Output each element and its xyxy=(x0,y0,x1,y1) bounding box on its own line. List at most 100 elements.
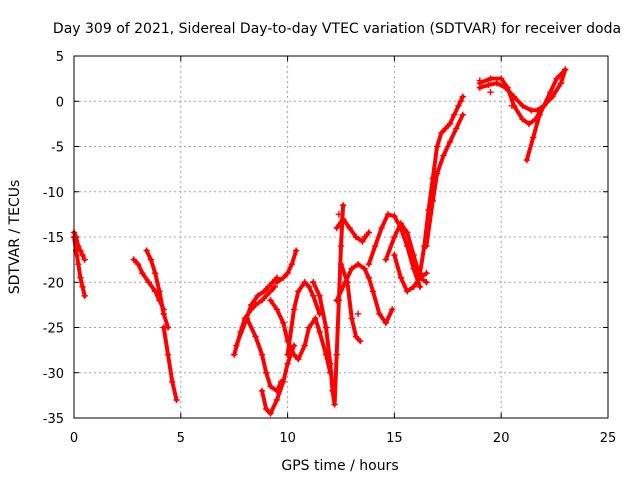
data-point-marker xyxy=(440,152,447,159)
data-point-marker xyxy=(333,224,340,232)
data-point-marker xyxy=(354,310,362,318)
data-point-marker xyxy=(271,283,278,290)
data-point-marker xyxy=(416,270,424,277)
data-point-marker xyxy=(77,247,84,254)
data-point-marker xyxy=(284,360,291,367)
data-point-marker xyxy=(519,102,526,109)
series-s14 xyxy=(333,215,372,245)
data-point-marker xyxy=(378,224,385,232)
data-point-marker xyxy=(455,102,462,109)
y-tick-label: 0 xyxy=(56,95,64,110)
data-point-marker xyxy=(139,270,146,277)
data-point-marker xyxy=(75,260,82,268)
data-point-marker xyxy=(365,260,372,268)
x-tick-label: 0 xyxy=(70,431,78,446)
data-point-marker xyxy=(273,396,281,404)
data-point-marker xyxy=(329,387,336,395)
data-point-marker xyxy=(485,81,492,89)
data-point-marker xyxy=(169,378,176,385)
data-point-marker xyxy=(290,306,298,313)
data-point-marker xyxy=(316,328,323,336)
data-point-marker xyxy=(301,279,308,286)
series-s21 xyxy=(423,111,466,250)
data-point-marker xyxy=(81,256,88,263)
data-point-marker xyxy=(562,66,569,73)
data-point-marker xyxy=(312,315,319,322)
data-point-marker xyxy=(333,351,340,358)
data-point-marker xyxy=(305,324,313,331)
data-point-marker xyxy=(339,215,347,223)
data-point-marker xyxy=(459,111,466,119)
data-point-marker xyxy=(391,212,398,220)
data-point-marker xyxy=(273,279,281,286)
data-point-marker xyxy=(498,75,505,82)
data-point-marker xyxy=(337,260,345,268)
data-point-marker xyxy=(365,229,372,236)
data-point-marker xyxy=(81,292,88,300)
data-point-marker xyxy=(173,396,180,404)
data-point-marker xyxy=(254,292,261,300)
data-point-marker xyxy=(75,242,82,250)
y-tick-label: -5 xyxy=(51,141,64,156)
data-point-marker xyxy=(547,89,554,96)
x-tick-label: 25 xyxy=(600,431,617,446)
data-point-marker xyxy=(369,288,377,295)
x-tick-labels: 0 5 10 15 20 25 xyxy=(70,431,616,446)
data-point-marker xyxy=(423,270,430,277)
data-point-marker xyxy=(352,233,360,241)
data-point-marker xyxy=(504,84,511,91)
data-point-marker xyxy=(280,274,287,281)
data-point-marker xyxy=(487,89,494,96)
data-point-marker xyxy=(267,288,274,295)
data-point-marker xyxy=(410,251,417,259)
data-point-marker xyxy=(523,156,531,164)
data-point-marker xyxy=(446,120,454,128)
y-tick-labels: 5 0 -5 -10 -15 -20 -25 -30 -35 xyxy=(43,50,64,427)
series-s6 xyxy=(231,283,278,358)
data-point-marker xyxy=(536,111,543,119)
data-point-marker xyxy=(145,279,152,286)
data-point-marker xyxy=(310,279,317,286)
data-point-marker xyxy=(348,265,355,272)
data-point-marker xyxy=(295,355,302,363)
y-tick-label: -35 xyxy=(43,412,64,427)
data-point-marker xyxy=(416,283,424,290)
series-trace xyxy=(161,325,179,402)
data-point-marker xyxy=(391,233,398,241)
data-point-marker xyxy=(316,292,323,300)
series-s17 xyxy=(365,211,424,290)
data-point-marker xyxy=(423,242,430,250)
data-point-marker xyxy=(156,288,163,295)
series-s24 xyxy=(523,66,569,164)
data-point-marker xyxy=(357,337,364,345)
series-s9 xyxy=(258,342,298,417)
series-s8 xyxy=(243,315,285,395)
data-point-marker xyxy=(335,211,343,218)
data-point-marker xyxy=(284,351,291,358)
data-point-marker xyxy=(371,242,379,250)
chart-title: Day 309 of 2021, Sidereal Day-to-day VTE… xyxy=(53,21,621,37)
data-point-marker xyxy=(446,138,454,146)
data-point-marker xyxy=(263,405,270,413)
series-trace xyxy=(334,216,371,244)
data-point-marker xyxy=(260,288,268,295)
data-point-marker xyxy=(342,279,349,286)
data-point-marker xyxy=(292,247,300,254)
data-point-marker xyxy=(376,310,383,318)
series-trace xyxy=(144,248,170,330)
data-point-marker xyxy=(508,102,516,109)
data-point-marker xyxy=(310,292,317,300)
data-point-marker xyxy=(331,401,338,408)
data-point-marker xyxy=(365,274,372,281)
data-point-marker xyxy=(348,315,355,322)
data-point-marker xyxy=(429,197,437,204)
data-point-marker xyxy=(451,111,458,119)
data-point-marker xyxy=(361,233,368,241)
data-point-marker xyxy=(442,125,449,132)
x-tick-label: 10 xyxy=(279,431,296,446)
data-point-marker xyxy=(453,125,460,132)
data-point-marker xyxy=(397,274,405,281)
data-point-marker xyxy=(301,342,308,349)
y-tick-label: 5 xyxy=(56,50,64,65)
y-tick-label: -20 xyxy=(43,276,64,291)
